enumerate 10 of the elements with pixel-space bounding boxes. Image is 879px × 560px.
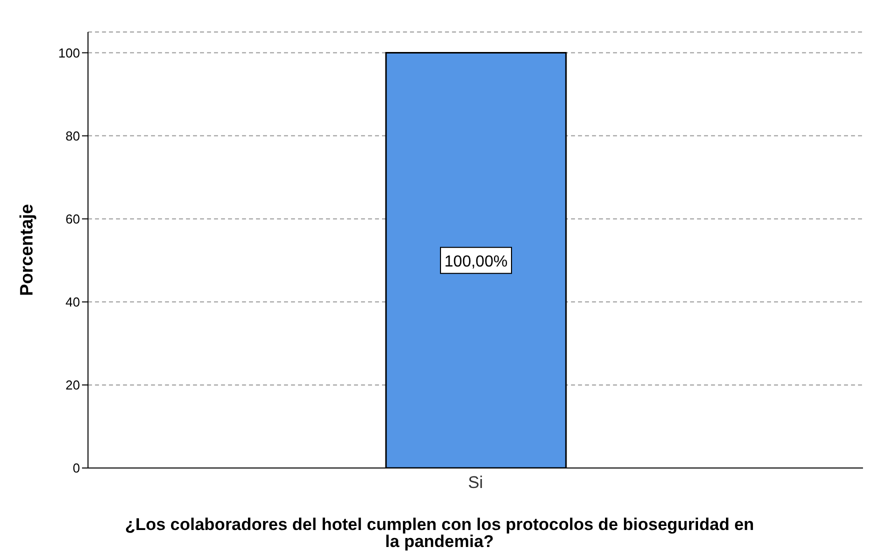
- y-tick-label: 40: [66, 294, 80, 310]
- y-tick-label: 0: [72, 460, 80, 476]
- y-tick-label: 20: [66, 378, 80, 393]
- y-axis-title: Porcentaje: [16, 204, 36, 296]
- x-tick-label: Si: [468, 473, 484, 492]
- x-axis-title: ¿Los colaboradores del hotel cumplen con los protocolos de bioseguridad en la pandemia?: [124, 515, 756, 551]
- data-label: 100,00%: [444, 253, 508, 270]
- y-tick-label: 80: [66, 128, 80, 144]
- y-tick-label: 100: [58, 45, 80, 60]
- y-tick-label: 60: [66, 211, 80, 226]
